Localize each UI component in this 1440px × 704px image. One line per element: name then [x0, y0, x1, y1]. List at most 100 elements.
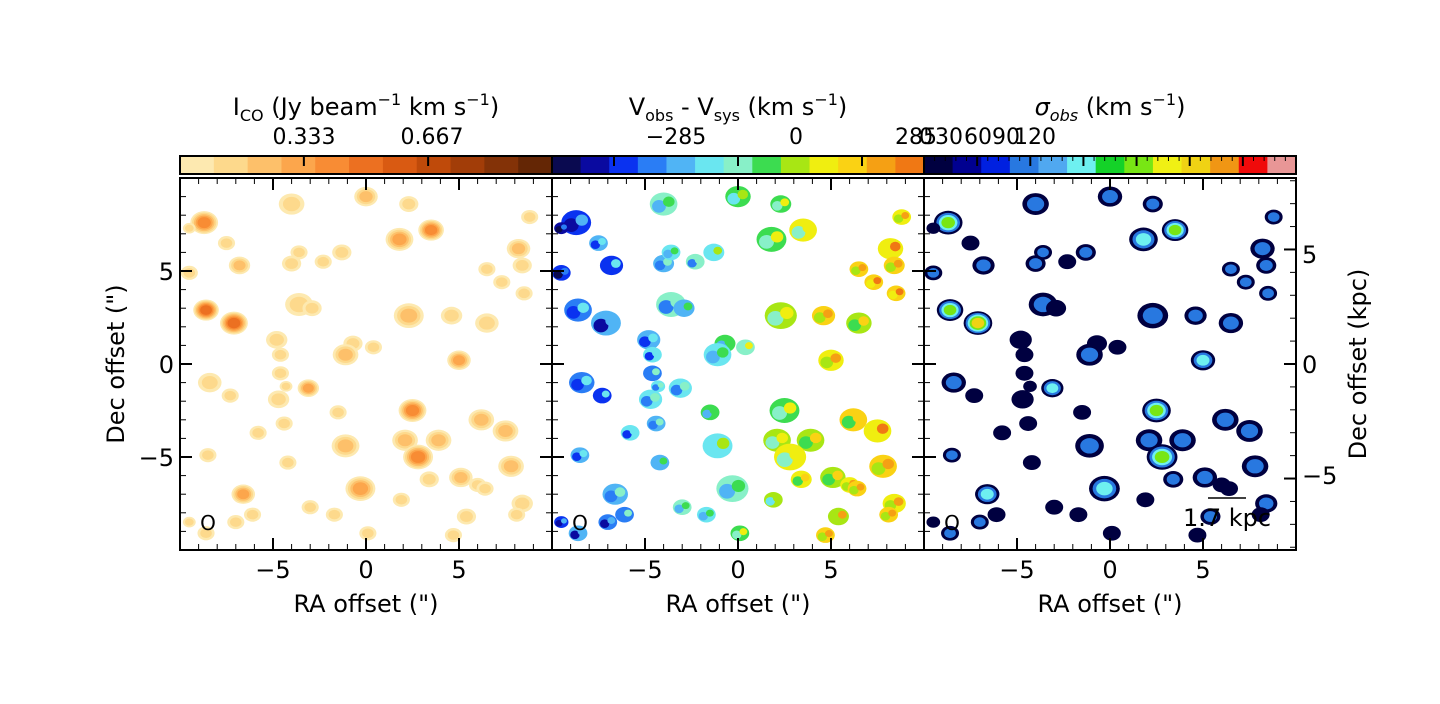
intensity-clump: [460, 511, 473, 522]
velocity-patch: [737, 190, 748, 200]
intensity-clump: [237, 489, 249, 499]
cbar-velocity-segment: [810, 156, 839, 174]
intensity-clump: [230, 517, 242, 527]
p3-xlabel: RA offset ("): [1037, 590, 1182, 618]
velocity-patch: [717, 347, 729, 357]
velocity-patch: [624, 510, 632, 517]
dispersion-patch: [1246, 459, 1263, 473]
dispersion-patch: [1011, 390, 1033, 408]
intensity-clump: [353, 482, 368, 495]
cbar-intensity-segment: [518, 156, 552, 174]
colorbar-dispersion: [924, 156, 1297, 174]
intensity-clump: [481, 264, 493, 274]
velocity-patch: [890, 242, 901, 252]
intensity-clump: [448, 530, 460, 540]
p3-right-ytick-0: 0: [1302, 351, 1317, 379]
dispersion-patch: [1029, 258, 1042, 269]
velocity-patch: [611, 259, 621, 268]
velocity-patch: [830, 353, 841, 363]
velocity-patch: [894, 497, 904, 506]
velocity-patch: [780, 198, 789, 206]
cbar1-tick-0333: 0.333: [273, 125, 336, 150]
intensity-clump: [524, 212, 536, 222]
p1-xtick-5: 5: [451, 556, 466, 584]
intensity-clump: [275, 350, 287, 360]
velocity-patch: [713, 247, 722, 255]
dispersion-patch: [1188, 310, 1202, 322]
cbar-intensity-segment: [214, 156, 248, 174]
velocity-patch: [859, 264, 867, 271]
intensity-clump: [303, 384, 314, 393]
dispersion-patch: [1260, 260, 1273, 271]
p3-xtick-neg5: −5: [999, 556, 1034, 584]
intensity-clump: [221, 238, 233, 248]
p3-xtick-0: 0: [1102, 556, 1117, 584]
dispersion-patch: [1167, 474, 1180, 485]
velocity-patch: [580, 450, 588, 457]
velocity-patch: [561, 224, 567, 229]
intensity-clump: [398, 434, 413, 446]
cbar-velocity-segment: [695, 156, 724, 174]
velocity-patch: [710, 407, 718, 414]
velocity-patch: [680, 382, 690, 391]
cbar-intensity-segment: [451, 156, 485, 174]
velocity-patch: [873, 277, 881, 284]
velocity-patch: [877, 423, 889, 433]
dispersion-patch: [962, 236, 980, 251]
p3-ylabel-right: Dec offset (kpc): [1344, 269, 1372, 460]
dispersion-patch: [1015, 347, 1033, 362]
intensity-clump: [184, 268, 196, 278]
velocity-patch: [825, 530, 833, 537]
dispersion-patch: [1023, 381, 1037, 392]
velocity-patch: [732, 480, 745, 492]
dispersion-patch: [1140, 433, 1157, 447]
intensity-clump: [252, 428, 264, 438]
cbar-velocity-segment: [552, 156, 581, 174]
intensity-clump: [332, 408, 344, 418]
intensity-clump: [406, 405, 419, 416]
intensity-clump: [474, 414, 489, 426]
intensity-clump: [444, 310, 458, 322]
intensity-clump: [306, 303, 319, 314]
velocity-patch: [605, 315, 617, 326]
velocity-patch: [823, 309, 833, 318]
velocity-patch: [776, 433, 788, 443]
cbar2-tick-0: 0: [789, 125, 803, 150]
velocity-patch: [780, 307, 793, 319]
intensity-clump: [283, 197, 300, 211]
p2-xtick-0: 0: [730, 556, 745, 584]
intensity-clump: [498, 425, 513, 437]
dispersion-patch: [1073, 405, 1091, 420]
intensity-clump: [185, 225, 194, 232]
p2-xlabel: RA offset ("): [665, 590, 810, 618]
velocity-patch: [810, 433, 822, 443]
panel-velocity-map: [552, 186, 911, 543]
velocity-patch: [576, 215, 588, 226]
intensity-clump: [431, 434, 446, 446]
velocity-patch: [896, 288, 904, 295]
dispersion-patch: [1019, 416, 1037, 431]
cbar-dispersion-segment: [1038, 156, 1067, 174]
cbar-intensity-segment: [417, 156, 451, 174]
cbar3-tick-120: 120: [1014, 125, 1056, 150]
velocity-patch: [858, 316, 869, 326]
dispersion-patch: [1197, 471, 1213, 484]
intensity-clump: [282, 458, 294, 468]
dispersion-patch: [1058, 254, 1076, 269]
cbar1-tick-0667: 0.667: [401, 125, 464, 150]
panel1-title: ICO (Jy beam−1 km s−1): [233, 90, 499, 125]
velocity-patch: [684, 303, 693, 311]
intensity-clump: [224, 391, 236, 401]
velocity-patch: [581, 376, 592, 386]
cbar-dispersion-segment: [1096, 156, 1125, 174]
intensity-clump: [202, 450, 214, 460]
dispersion-patch: [1223, 317, 1239, 330]
intensity-clump: [479, 317, 495, 330]
intensity-clump: [396, 495, 408, 505]
dispersion-patch: [1023, 455, 1041, 470]
cbar-intensity-segment: [349, 156, 383, 174]
intensity-clump: [400, 309, 417, 323]
intensity-clump: [270, 334, 284, 346]
cbar2-tick-neg285: −285: [646, 125, 706, 150]
